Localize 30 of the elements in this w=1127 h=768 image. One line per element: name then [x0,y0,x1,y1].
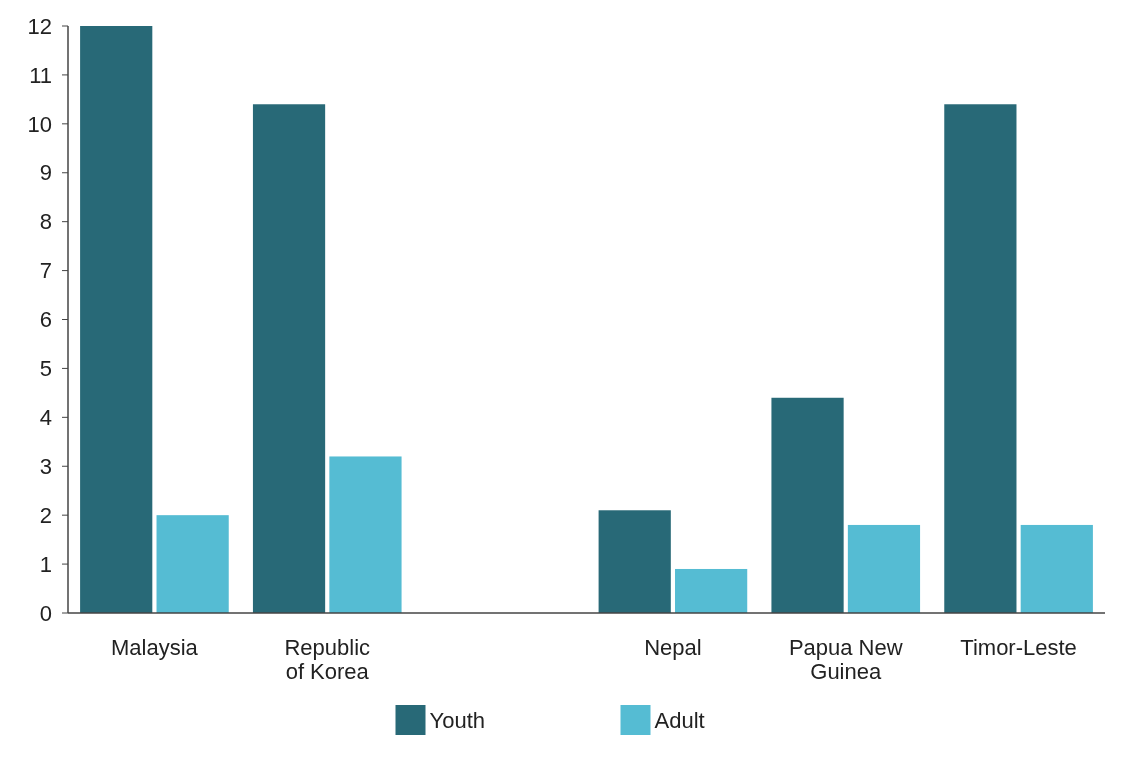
y-tick-label: 7 [39,258,52,284]
x-tick-label: Nepal [644,635,702,660]
y-tick-label: 11 [29,62,52,88]
y-tick-label: 10 [27,111,52,137]
y-tick-label: 9 [39,160,52,186]
bar [598,510,671,613]
bar [329,456,402,613]
legend-label: Adult [654,707,705,733]
x-tick-label: Timor-Leste [960,635,1077,660]
x-tick-label: Malaysia [111,635,199,660]
y-tick-label: 0 [39,600,52,626]
bar [1020,524,1093,613]
legend-label: Youth [429,707,485,733]
y-tick-label: 5 [39,356,52,382]
y-tick-label: 6 [39,307,52,333]
y-tick-label: 4 [39,405,52,431]
x-tick-label: Papua New Guinea [788,635,903,685]
bar [80,26,153,613]
y-tick-label: 1 [39,551,52,577]
y-tick-label: 2 [39,502,52,528]
y-tick-label: 3 [39,453,52,479]
y-tick-label: 12 [27,13,52,39]
bar [156,515,229,613]
bar [771,397,844,613]
y-tick-label: 8 [39,209,52,235]
bar [944,104,1017,613]
x-tick-label: Republic of Korea [284,635,371,685]
bar [252,104,326,613]
bar [675,568,748,613]
bar [847,524,921,613]
